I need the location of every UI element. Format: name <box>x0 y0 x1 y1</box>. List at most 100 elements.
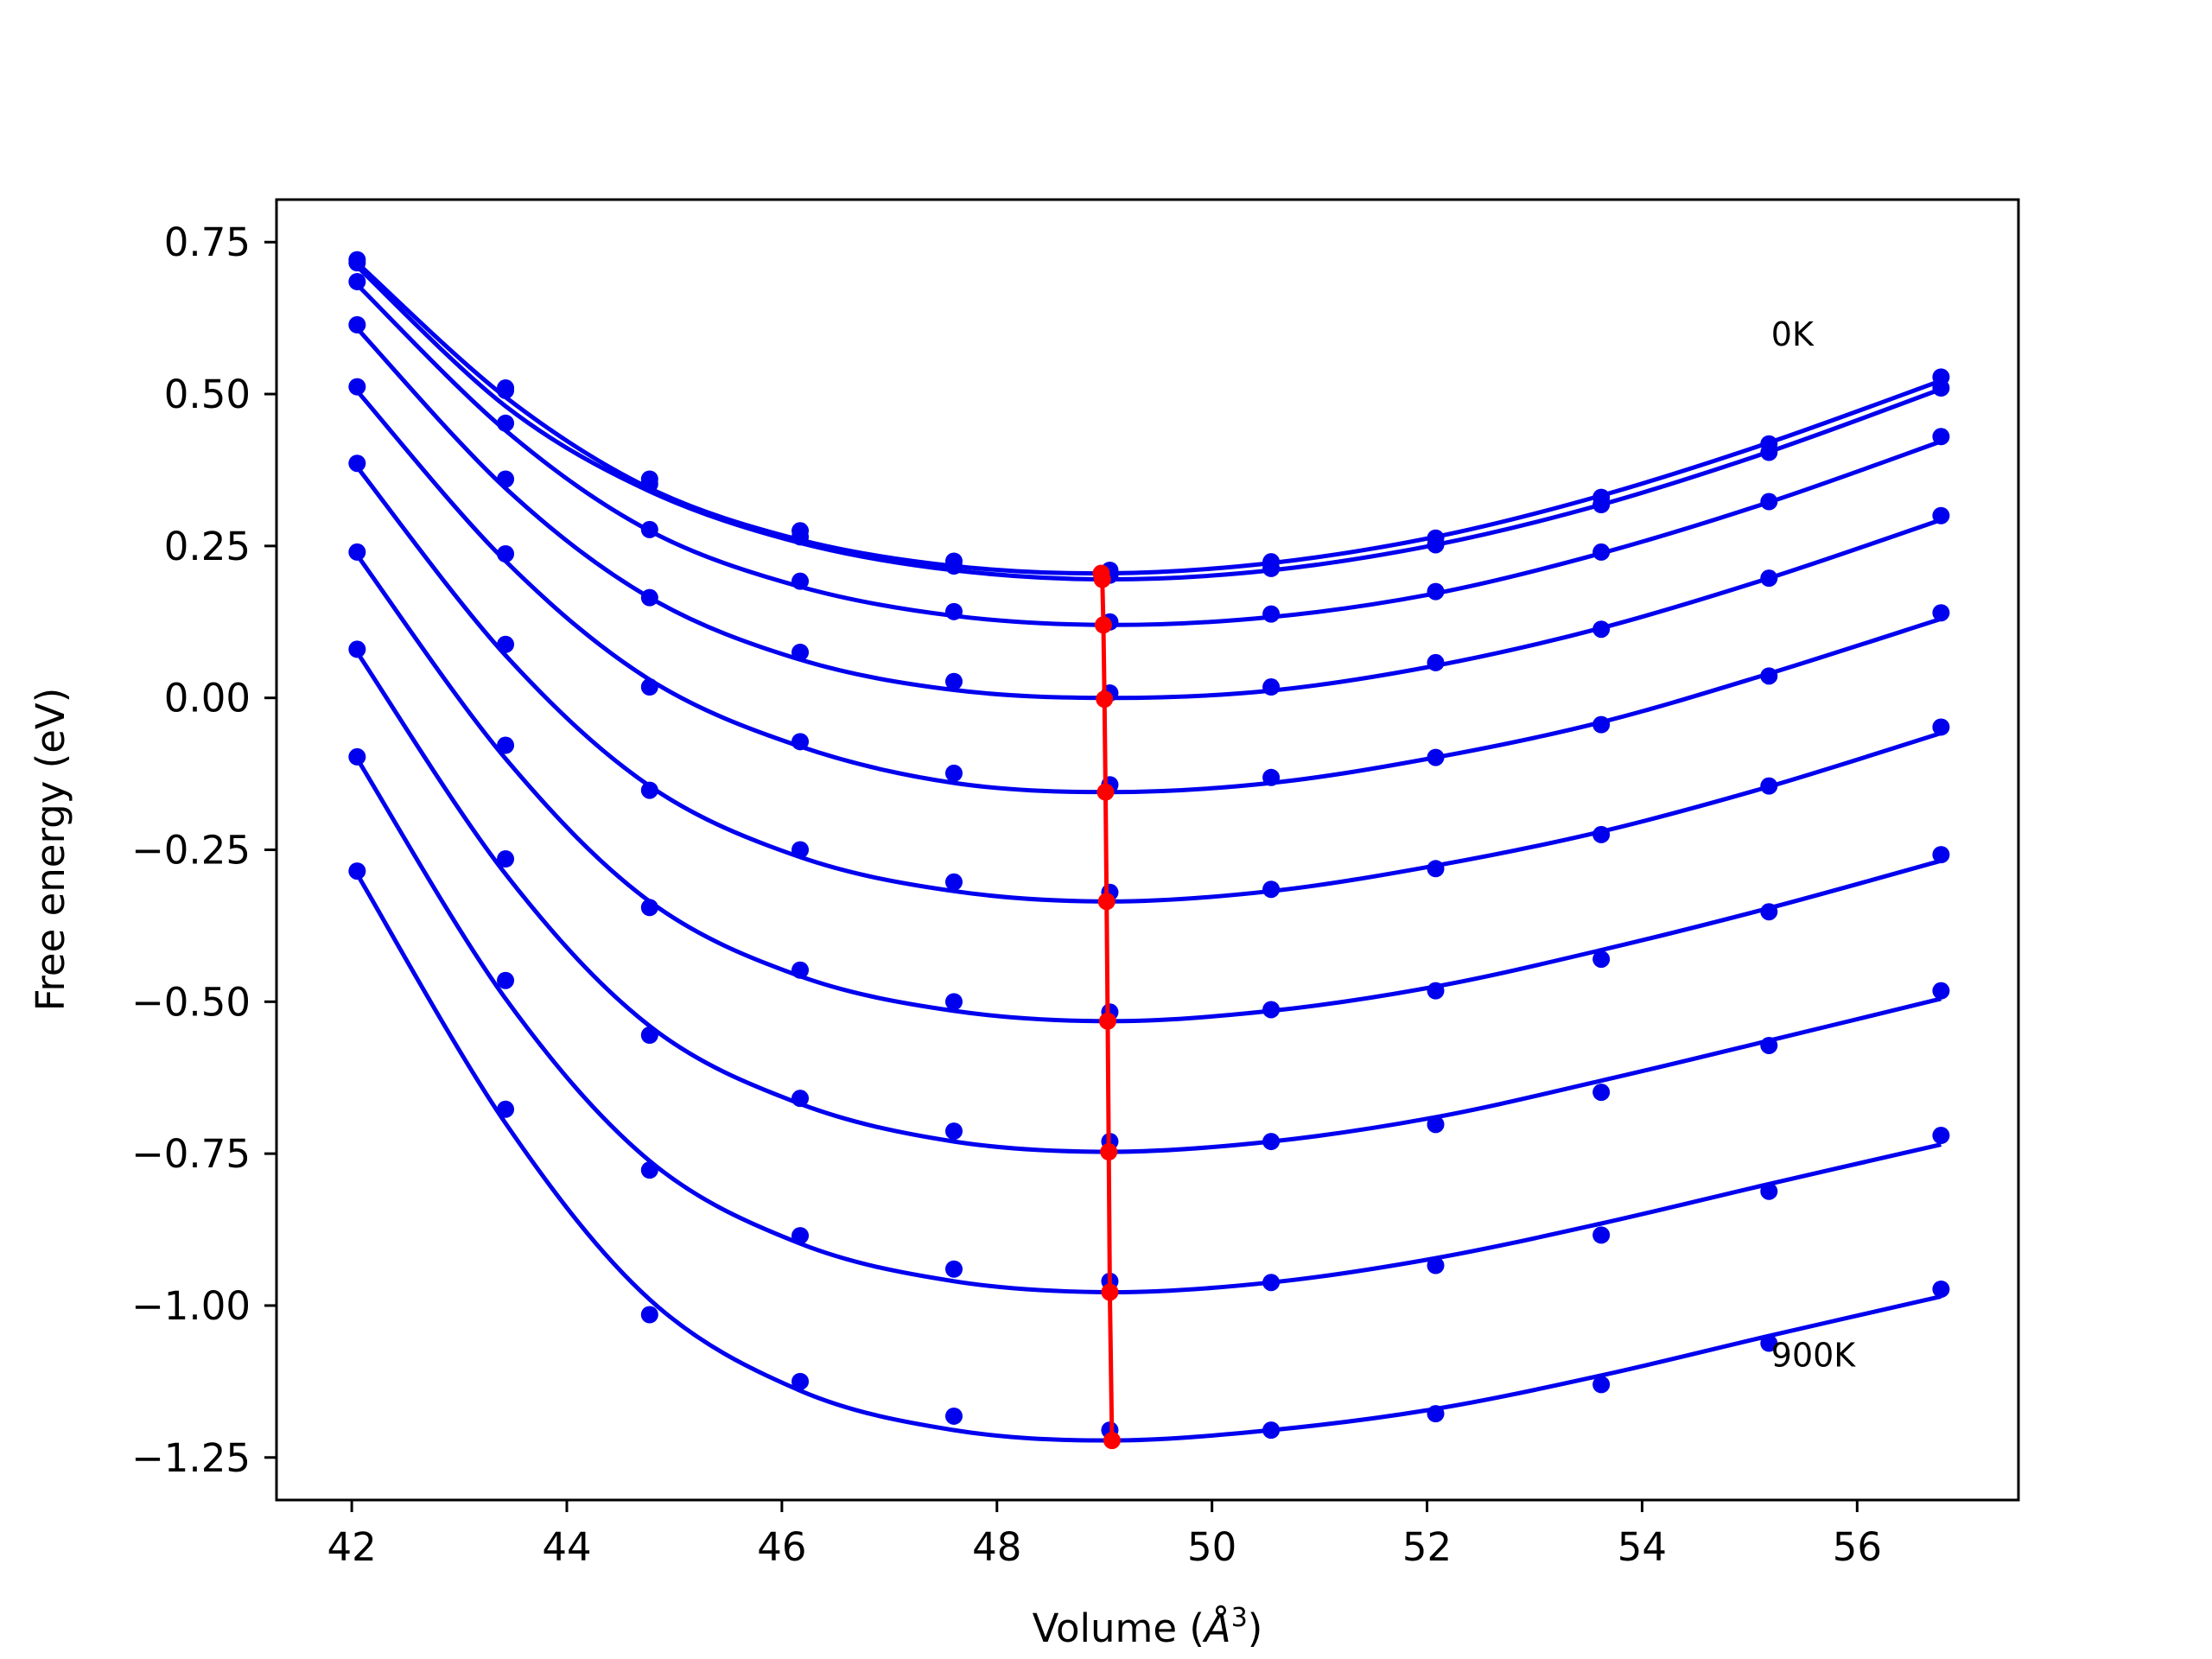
data-point <box>1932 1280 1950 1298</box>
equilibrium-point <box>1098 1012 1116 1030</box>
y-tick-label: −1.00 <box>131 1283 251 1329</box>
data-point <box>640 475 658 493</box>
data-point <box>1592 620 1611 639</box>
data-point <box>791 841 810 859</box>
x-tick-label: 42 <box>327 1524 376 1570</box>
data-point <box>348 543 366 561</box>
data-point <box>640 899 658 917</box>
data-point <box>1932 846 1950 864</box>
data-point <box>945 873 963 891</box>
data-point <box>1427 860 1445 878</box>
data-point <box>791 1227 810 1245</box>
data-point <box>1427 536 1445 554</box>
data-point <box>1427 748 1445 766</box>
data-point <box>348 315 366 334</box>
data-point <box>348 862 366 880</box>
equilibrium-point <box>1093 570 1111 588</box>
data-point <box>1262 1274 1281 1292</box>
y-tick-label: 0.00 <box>164 676 251 721</box>
data-point <box>945 993 963 1011</box>
data-point <box>348 378 366 396</box>
data-point <box>1932 1127 1950 1145</box>
plot-area <box>348 251 1950 1450</box>
equilibrium-point <box>1096 783 1115 801</box>
data-point <box>497 971 515 989</box>
y-tick-label: 0.75 <box>164 219 251 265</box>
data-point <box>1262 880 1281 899</box>
y-tick-label: −1.25 <box>131 1435 251 1481</box>
x-tick-label: 56 <box>1833 1524 1882 1570</box>
equilibrium-point <box>1103 1432 1121 1450</box>
data-point <box>640 1161 658 1179</box>
data-point <box>791 528 810 546</box>
x-axis: 42 44 46 48 50 52 54 56 <box>327 1500 1882 1570</box>
data-point <box>348 747 366 766</box>
equilibrium-point <box>1097 893 1116 911</box>
data-point <box>945 764 963 782</box>
y-tick-label: 0.25 <box>164 524 251 569</box>
y-axis-label: Free energy (eV) <box>28 688 73 1011</box>
data-point <box>791 1090 810 1108</box>
data-point <box>1932 604 1950 622</box>
data-point <box>791 1372 810 1390</box>
data-point <box>1262 678 1281 696</box>
data-point <box>1262 605 1281 623</box>
y-axis: 0.75 0.50 0.25 0.00 −0.25 −0.50 −0.75 −1.00 −1.2… <box>131 219 276 1481</box>
data-point <box>1262 1421 1281 1440</box>
equilibrium-point <box>1100 1143 1118 1161</box>
data-point <box>497 850 515 868</box>
data-point <box>497 545 515 563</box>
data-point <box>1592 1226 1611 1244</box>
equilibrium-point <box>1101 1283 1119 1301</box>
data-point <box>348 272 366 290</box>
data-point <box>1760 1334 1778 1352</box>
data-point <box>1592 1376 1611 1394</box>
data-point <box>1592 950 1611 969</box>
data-point <box>497 736 515 754</box>
data-point <box>791 643 810 661</box>
data-point <box>1760 443 1778 461</box>
annotations: 0K 900K <box>1771 315 1857 1374</box>
data-point <box>348 254 366 272</box>
data-point <box>791 572 810 590</box>
x-tick-label: 46 <box>757 1524 806 1570</box>
data-point <box>945 1122 963 1141</box>
data-point <box>640 520 658 538</box>
data-point <box>945 1260 963 1278</box>
data-point <box>348 454 366 473</box>
data-point <box>640 1026 658 1044</box>
equilibrium-line <box>1099 573 1115 1441</box>
x-tick-label: 48 <box>972 1524 1021 1570</box>
data-point <box>1760 569 1778 588</box>
data-point <box>945 1407 963 1425</box>
fit-curve-6 <box>355 553 1942 1024</box>
data-point <box>497 1100 515 1118</box>
x-tick-label: 44 <box>542 1524 591 1570</box>
x-axis-label: Volume (Å3) <box>1033 1603 1263 1651</box>
x-tick-label: 50 <box>1187 1524 1236 1570</box>
series-6 <box>348 543 1950 1024</box>
data-point <box>1427 1256 1445 1274</box>
data-point <box>1592 715 1611 734</box>
data-point <box>1932 379 1950 397</box>
data-point <box>1760 1036 1778 1054</box>
data-point <box>1760 777 1778 795</box>
fit-curve-9 <box>355 873 1942 1443</box>
data-point <box>640 1306 658 1324</box>
data-point <box>497 635 515 653</box>
data-point <box>1760 1182 1778 1200</box>
data-point <box>1592 543 1611 561</box>
data-point <box>1262 768 1281 786</box>
y-tick-label: −0.50 <box>131 979 251 1025</box>
fit-curve-8 <box>355 757 1942 1295</box>
temperature-annotation: 900K <box>1771 1336 1857 1374</box>
data-point <box>1262 1133 1281 1151</box>
data-point <box>1427 1405 1445 1423</box>
data-point <box>1760 493 1778 511</box>
data-point <box>1592 496 1611 514</box>
data-point <box>945 602 963 620</box>
data-point <box>1932 428 1950 446</box>
data-point <box>1427 653 1445 671</box>
data-point <box>945 672 963 690</box>
